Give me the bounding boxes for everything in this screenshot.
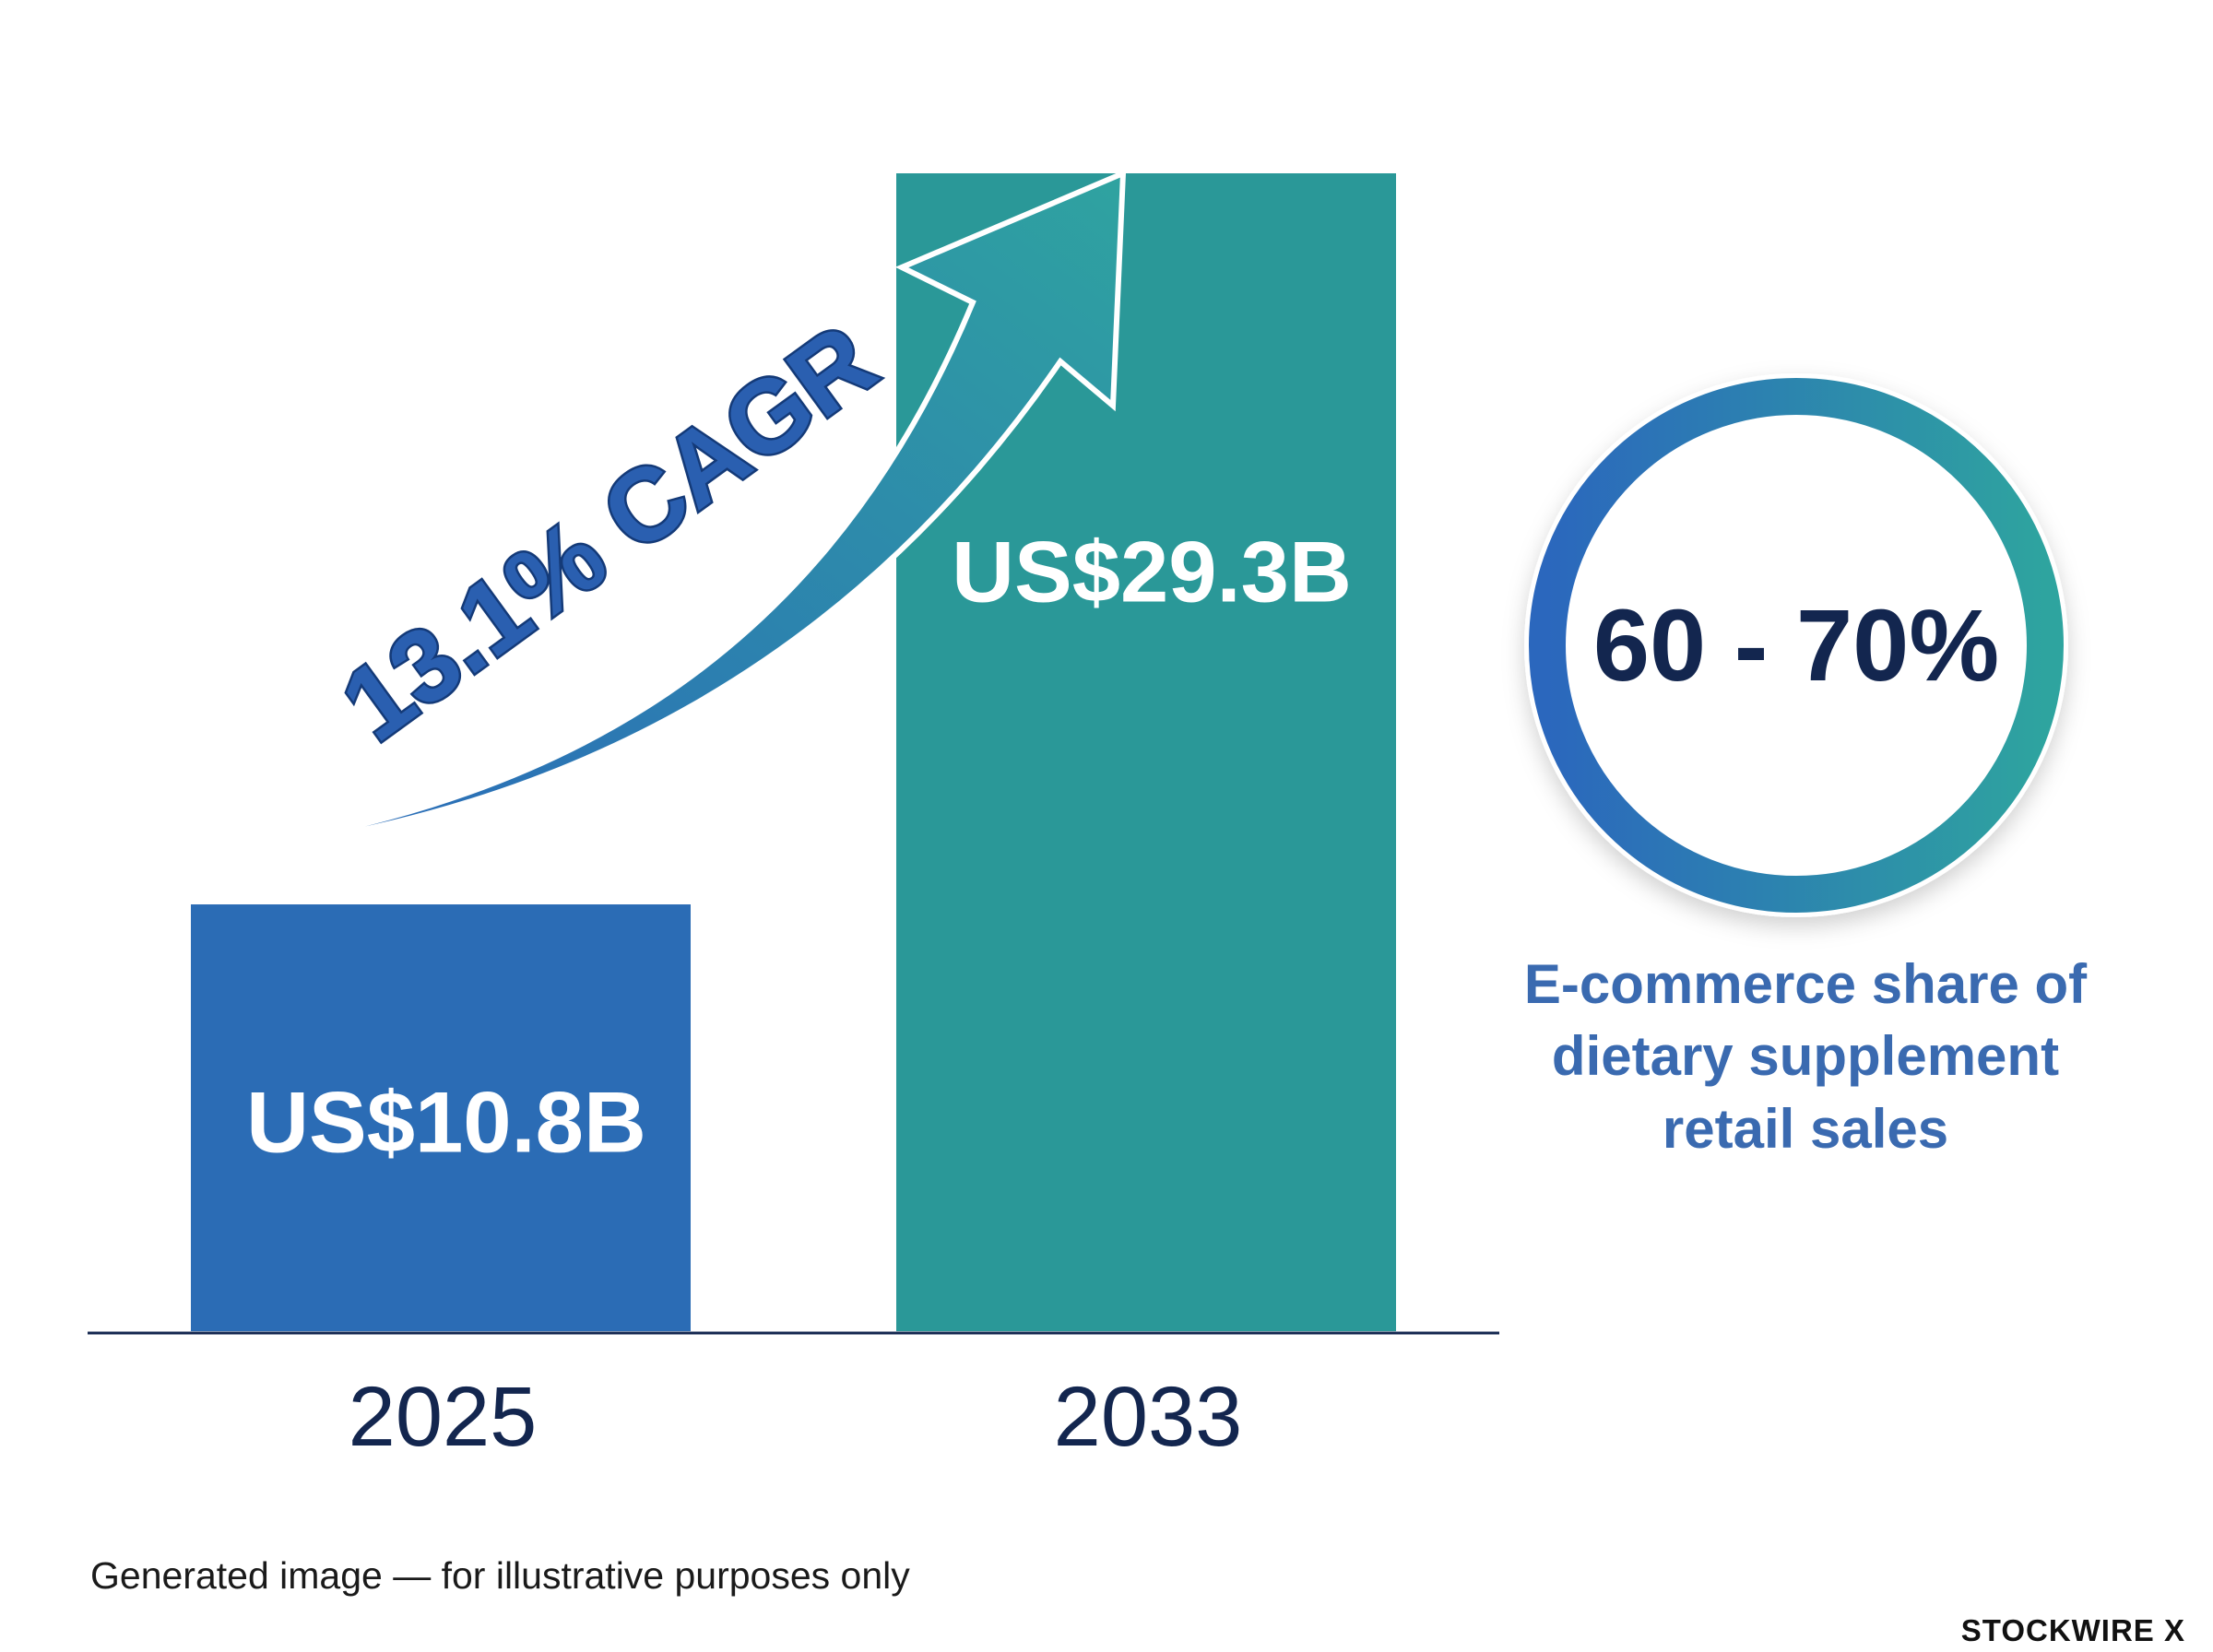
ecommerce-share-label-line-2: dietary supplement [1552,1025,2059,1087]
x-tick-labels: 2025 2033 [349,1370,1243,1464]
ecommerce-share-value: 60 - 70% [1593,589,1999,702]
ecommerce-share-label-line-1: E-commerce share of [1524,953,2088,1015]
growth-arrow-icon [197,169,1127,858]
brand-logo: STOCKWIRE X [1960,1613,2185,1647]
bar-2025 [191,904,691,1331]
cagr-annotation: 13.1% CAGR [322,302,895,763]
bar-value-label-2025: US$10.8B [246,1074,646,1171]
ecommerce-share-label-line-3: retail sales [1663,1098,1948,1160]
x-tick-label-2025: 2025 [349,1370,538,1464]
x-tick-label-2033: 2033 [1054,1370,1243,1464]
ecommerce-share-ring [1524,373,2068,917]
disclaimer-text: Generated image — for illustrative purpo… [90,1554,910,1597]
bar-value-label-2033: US$29.3B [952,524,1352,620]
